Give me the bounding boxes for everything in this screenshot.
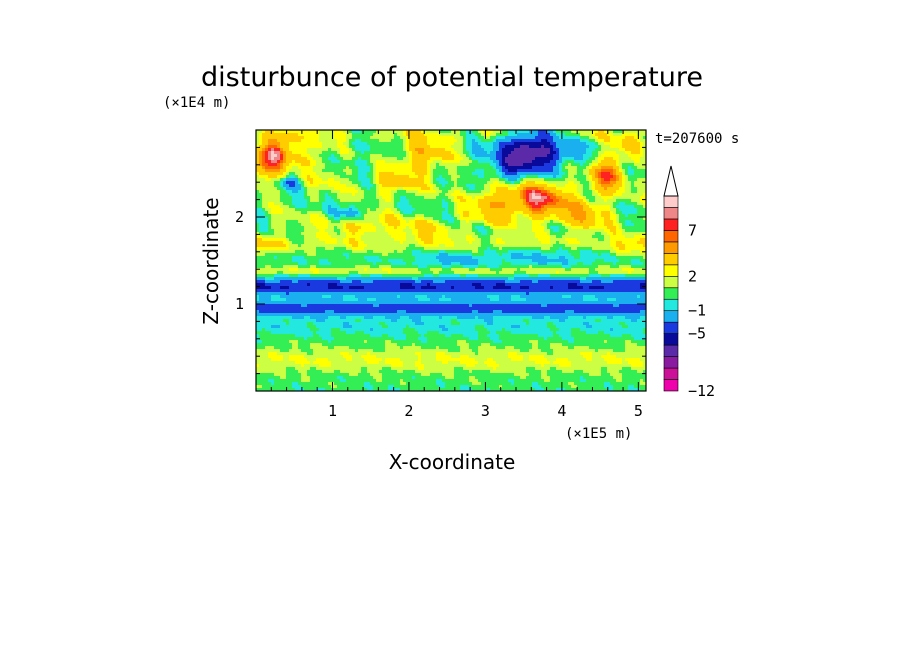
colorbar-swatch xyxy=(663,333,679,346)
colorbar-swatch xyxy=(663,230,679,243)
colorbar-swatch xyxy=(663,379,679,392)
colorbar-swatch xyxy=(663,344,679,357)
colorbar-swatch xyxy=(663,356,679,369)
colorbar-swatch xyxy=(663,275,679,289)
y-tick-label: 2 xyxy=(235,208,244,226)
x-axis: 1 2 3 4 5 xyxy=(270,130,643,420)
colorbar-extend-arrow xyxy=(663,165,679,197)
colorbar-label: 2 xyxy=(688,267,697,285)
colorbar-label: −5 xyxy=(688,325,706,343)
colorbar-swatch xyxy=(663,264,679,277)
colorbar-swatch xyxy=(663,367,679,380)
y-axis-label: Z-coordinate xyxy=(199,197,223,324)
colorbar: 7 2 −1 −5 −12 xyxy=(663,165,715,400)
x-tick-label: 1 xyxy=(328,402,337,420)
colorbar-swatch xyxy=(663,241,679,254)
colorbar-swatch xyxy=(663,321,679,334)
chart-title: disturbunce of potential temperature xyxy=(201,62,703,93)
x-tick-label: 5 xyxy=(634,402,643,420)
x-tick-label: 4 xyxy=(557,402,566,420)
heatmap-field xyxy=(256,130,647,392)
plot-frame xyxy=(255,129,647,392)
colorbar-swatch xyxy=(663,195,679,208)
y-axis: 12 xyxy=(235,146,646,375)
colorbar-label: −1 xyxy=(688,302,706,320)
x-tick-label: 2 xyxy=(404,402,413,420)
x-axis-label: X-coordinate xyxy=(389,450,516,474)
x-scale-label: (×1E5 m) xyxy=(565,426,632,442)
x-tick-label: 3 xyxy=(481,402,490,420)
colorbar-swatch xyxy=(663,207,679,220)
y-scale-label: (×1E4 m) xyxy=(163,95,230,111)
colorbar-label: −12 xyxy=(688,382,715,400)
colorbar-swatch xyxy=(663,310,679,323)
colorbar-swatch xyxy=(663,218,679,231)
colorbar-label: 7 xyxy=(688,221,697,239)
y-tick-label: 1 xyxy=(235,295,244,313)
time-label: t=207600 s xyxy=(655,131,739,147)
colorbar-swatch xyxy=(663,298,679,312)
colorbar-swatch xyxy=(663,253,679,266)
colorbar-swatch xyxy=(663,287,679,300)
